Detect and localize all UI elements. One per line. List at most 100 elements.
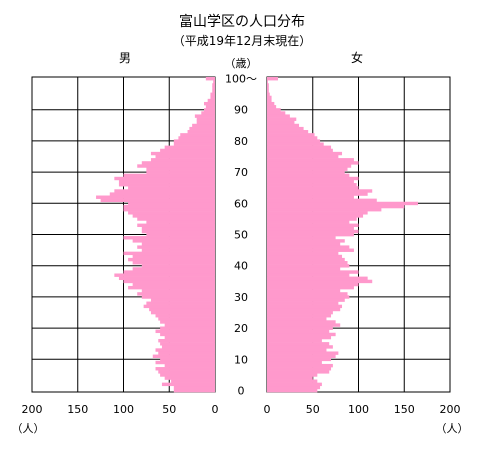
male-bar <box>118 183 215 187</box>
female-x-tick-label: 100 <box>348 403 369 416</box>
male-bar <box>137 223 215 228</box>
female-bar <box>267 292 348 296</box>
male-bar <box>161 382 215 387</box>
female-bar <box>267 251 339 256</box>
male-bar <box>160 320 215 324</box>
female-bar <box>267 388 318 393</box>
male-bar <box>137 217 215 221</box>
female-bar <box>267 86 269 90</box>
male-bar <box>132 239 215 243</box>
male-bar <box>100 198 215 203</box>
male-bar <box>171 379 215 383</box>
male-bar <box>161 345 215 349</box>
female-bar <box>267 332 336 337</box>
female-bar <box>267 89 269 93</box>
male-bar <box>160 326 215 330</box>
female-bar <box>267 211 368 215</box>
male-bar <box>146 301 215 305</box>
male-bar <box>187 130 215 134</box>
female-bar <box>267 133 315 137</box>
male-bar <box>155 314 215 318</box>
female-x-tick-label: 0 <box>264 403 271 416</box>
male-bar <box>178 136 215 140</box>
male-bar <box>141 226 215 231</box>
male-bar <box>207 98 215 103</box>
female-bar <box>267 136 318 140</box>
female-bar <box>267 382 322 387</box>
female-bar <box>267 111 286 115</box>
male-bar <box>96 195 215 199</box>
male-bar <box>173 385 215 390</box>
female-bar <box>267 148 333 153</box>
male-bar <box>146 167 215 171</box>
male-bar <box>192 123 215 128</box>
age-tick-label: 40 <box>234 260 248 273</box>
female-bar <box>267 338 322 343</box>
female-bar <box>267 360 322 365</box>
male-bar <box>173 142 215 146</box>
female-bar <box>267 167 348 171</box>
male-bar <box>164 363 215 368</box>
female-bar <box>267 295 350 299</box>
male-bar <box>212 86 215 90</box>
female-bar <box>267 357 332 362</box>
female-bar <box>267 154 339 159</box>
male-bar <box>160 332 215 337</box>
male-bar <box>158 338 215 343</box>
male-bar <box>210 95 215 100</box>
x-tick-labels: 0 50 100 150 200 0 50 100 150 200 <box>22 403 461 416</box>
male-bar <box>123 236 215 240</box>
male-bar <box>212 83 215 87</box>
female-bar <box>267 207 382 212</box>
male-label: 男 <box>119 51 131 65</box>
male-bar <box>141 161 215 165</box>
male-bar <box>194 114 215 118</box>
age-tick-label: 20 <box>234 322 248 335</box>
male-bar <box>123 173 215 178</box>
female-bar <box>267 289 341 293</box>
female-bar <box>267 348 327 352</box>
male-bar <box>128 211 215 215</box>
female-bar <box>267 301 339 305</box>
male-bar <box>150 158 215 162</box>
female-bar <box>267 310 333 315</box>
female-bar <box>267 217 357 221</box>
male-bar <box>128 186 215 190</box>
female-bar <box>267 198 377 203</box>
male-bar <box>196 117 215 121</box>
male-bar <box>205 77 215 81</box>
male-x-tick-label: 150 <box>67 403 88 416</box>
age-tick-label: 80 <box>234 135 248 148</box>
female-bar <box>267 245 350 249</box>
female-bar <box>267 376 313 380</box>
female-bar <box>267 261 348 265</box>
female-bar <box>267 323 341 327</box>
male-bar <box>160 373 215 377</box>
female-bar <box>267 226 354 231</box>
female-bar <box>267 264 350 268</box>
female-bar <box>267 267 341 271</box>
male-bar <box>158 317 215 321</box>
male-bar <box>164 376 215 380</box>
female-x-tick-label: 50 <box>306 403 320 416</box>
male-bar <box>204 108 215 112</box>
female-bar <box>267 214 364 218</box>
male-bar <box>164 323 215 327</box>
female-bar <box>267 195 354 199</box>
male-bar <box>132 282 215 287</box>
male-bar <box>118 179 215 184</box>
female-bar <box>267 236 336 240</box>
female-bar <box>267 130 309 134</box>
female-bar <box>267 363 333 368</box>
female-bar <box>267 285 354 290</box>
male-bar <box>146 220 215 224</box>
female-bar <box>267 80 268 84</box>
male-x-tick-label: 0 <box>212 403 219 416</box>
left-unit-label: （人） <box>12 422 45 435</box>
female-bar <box>267 242 341 246</box>
female-bar <box>267 220 350 224</box>
female-bar <box>267 161 359 165</box>
female-bar <box>267 158 354 162</box>
female-bar <box>267 145 332 150</box>
